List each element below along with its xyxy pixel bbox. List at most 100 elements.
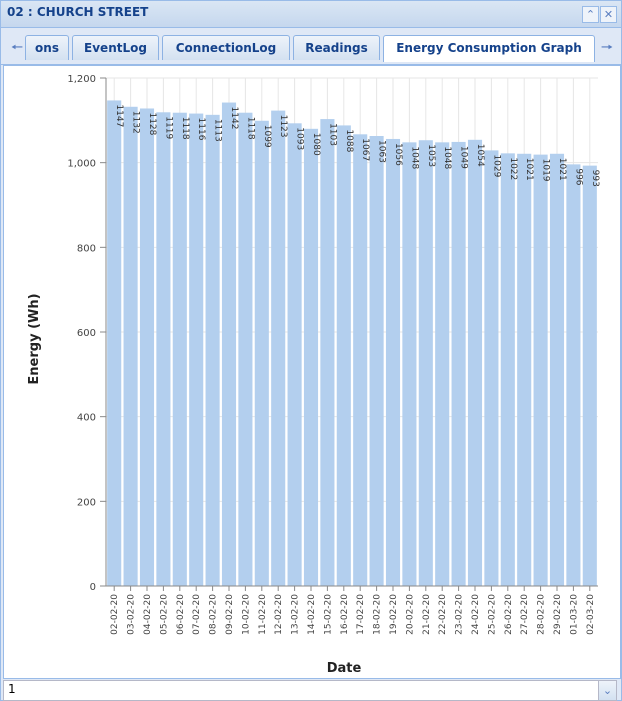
bar[interactable] <box>303 128 319 587</box>
bar-value-label: 1088 <box>344 129 354 152</box>
x-tick-label: 29-02-20 <box>553 594 563 635</box>
bar[interactable] <box>451 141 466 586</box>
bar[interactable] <box>189 113 204 586</box>
bar[interactable] <box>484 150 499 586</box>
bar[interactable] <box>500 153 515 586</box>
bar[interactable] <box>435 142 450 586</box>
x-tick-label: 06-02-20 <box>176 594 186 635</box>
bar-value-label: 1116 <box>196 118 206 141</box>
x-tick-label: 11-02-20 <box>258 594 268 635</box>
x-tick-label: 25-02-20 <box>487 594 497 635</box>
bar[interactable] <box>566 164 581 587</box>
bar-value-label: 996 <box>573 168 583 185</box>
bar[interactable] <box>369 135 384 586</box>
chart-y-ticks: 0 200 400 600 800 1,000 1,200 <box>67 74 96 593</box>
bar[interactable] <box>385 138 401 586</box>
bar[interactable] <box>254 120 269 587</box>
bar-value-label: 1132 <box>131 111 141 134</box>
tab-eventlog[interactable]: EventLog <box>72 35 159 60</box>
tab-scroll-left-icon[interactable]: 🠔 <box>10 40 24 56</box>
collapse-icon[interactable]: ⌃ <box>582 6 599 23</box>
x-tick-label: 01-03-20 <box>569 594 579 635</box>
bar-value-label: 1113 <box>213 119 223 142</box>
bar[interactable] <box>107 100 122 586</box>
tab-connectionlog-label: ConnectionLog <box>175 41 277 55</box>
bar[interactable] <box>287 123 302 586</box>
x-tick-label: 13-02-20 <box>291 594 301 635</box>
bar[interactable] <box>221 102 237 586</box>
tab-scroll-right-icon[interactable]: 🠖 <box>600 40 614 56</box>
bar-value-label: 1119 <box>163 116 173 139</box>
y-tick-label: 800 <box>77 243 96 254</box>
tab-options-label: ons <box>35 41 59 55</box>
bar-value-label: 1093 <box>295 127 305 150</box>
x-tick-label: 16-02-20 <box>340 594 350 635</box>
chevron-down-icon[interactable]: ⌄ <box>598 681 616 700</box>
bar-value-label: 1048 <box>409 146 419 169</box>
bar-value-label: 1021 <box>557 158 567 181</box>
tab-readings[interactable]: Readings <box>293 35 380 60</box>
bar-value-label: 1049 <box>459 146 469 169</box>
bar[interactable] <box>549 153 565 586</box>
tab-connectionlog[interactable]: ConnectionLog <box>162 35 290 60</box>
y-tick-label: 400 <box>77 413 96 424</box>
bar[interactable] <box>156 112 171 586</box>
bar-value-label: 1067 <box>360 138 370 161</box>
panel-title: 02 : CHURCH STREET <box>7 5 149 19</box>
bar[interactable] <box>533 154 548 586</box>
bar-value-label: 1056 <box>393 143 403 166</box>
x-tick-label: 05-02-20 <box>159 594 169 635</box>
bar[interactable] <box>271 110 286 586</box>
x-tick-label: 27-02-20 <box>520 594 530 635</box>
x-tick-label: 14-02-20 <box>307 594 317 635</box>
combobox-value[interactable]: 1 <box>8 682 16 696</box>
x-tick-label: 09-02-20 <box>225 594 235 635</box>
bar-value-label: 1048 <box>442 146 452 169</box>
bar[interactable] <box>123 106 138 586</box>
tab-readings-label: Readings <box>305 41 368 55</box>
bar[interactable] <box>353 134 368 586</box>
tab-energy-consumption-graph[interactable]: Energy Consumption Graph <box>383 35 595 62</box>
bar-value-label: 993 <box>590 170 600 187</box>
x-tick-label: 02-02-20 <box>110 594 120 635</box>
x-tick-label: 22-02-20 <box>438 594 448 635</box>
bar-value-label: 1103 <box>327 123 337 146</box>
value-combobox[interactable]: 1 ⌄ <box>3 680 617 701</box>
tab-eventlog-label: EventLog <box>84 41 147 55</box>
y-tick-label: 1,000 <box>67 159 96 170</box>
x-tick-label: 04-02-20 <box>143 594 153 635</box>
y-tick-label: 200 <box>77 497 96 508</box>
bar[interactable] <box>205 114 220 586</box>
x-tick-label: 02-03-20 <box>586 594 596 635</box>
chart-bars <box>107 100 597 587</box>
bar-value-label: 1053 <box>426 144 436 167</box>
bar-value-label: 1147 <box>114 104 124 127</box>
x-tick-label: 07-02-20 <box>192 594 202 635</box>
bar-value-label: 1128 <box>147 112 157 135</box>
x-tick-label: 24-02-20 <box>471 594 481 635</box>
bar[interactable] <box>238 112 253 587</box>
bar[interactable] <box>172 112 187 587</box>
x-tick-label: 21-02-20 <box>422 594 432 635</box>
tab-options[interactable]: ons <box>25 35 69 60</box>
x-tick-label: 23-02-20 <box>455 594 465 635</box>
tab-energy-consumption-graph-label: Energy Consumption Graph <box>396 41 582 55</box>
bar[interactable] <box>418 140 433 586</box>
bar[interactable] <box>336 125 351 586</box>
bar[interactable] <box>467 139 483 586</box>
bar-value-label: 1022 <box>508 157 518 180</box>
y-tick-label: 0 <box>90 582 96 593</box>
bar-value-label: 1054 <box>475 144 485 167</box>
bar[interactable] <box>582 165 597 586</box>
x-tick-label: 03-02-20 <box>127 594 137 635</box>
bar[interactable] <box>139 108 155 587</box>
bar[interactable] <box>402 142 417 586</box>
bar-value-label: 1099 <box>262 125 272 148</box>
bar[interactable] <box>517 153 532 586</box>
close-icon[interactable]: ✕ <box>600 6 617 23</box>
bar[interactable] <box>320 119 335 587</box>
x-tick-label: 10-02-20 <box>241 594 251 635</box>
bar-value-label: 1080 <box>311 133 321 156</box>
chart-x-ticks: 02-02-20 03-02-20 04-02-20 05-02-20 06-02-20… <box>110 594 596 635</box>
